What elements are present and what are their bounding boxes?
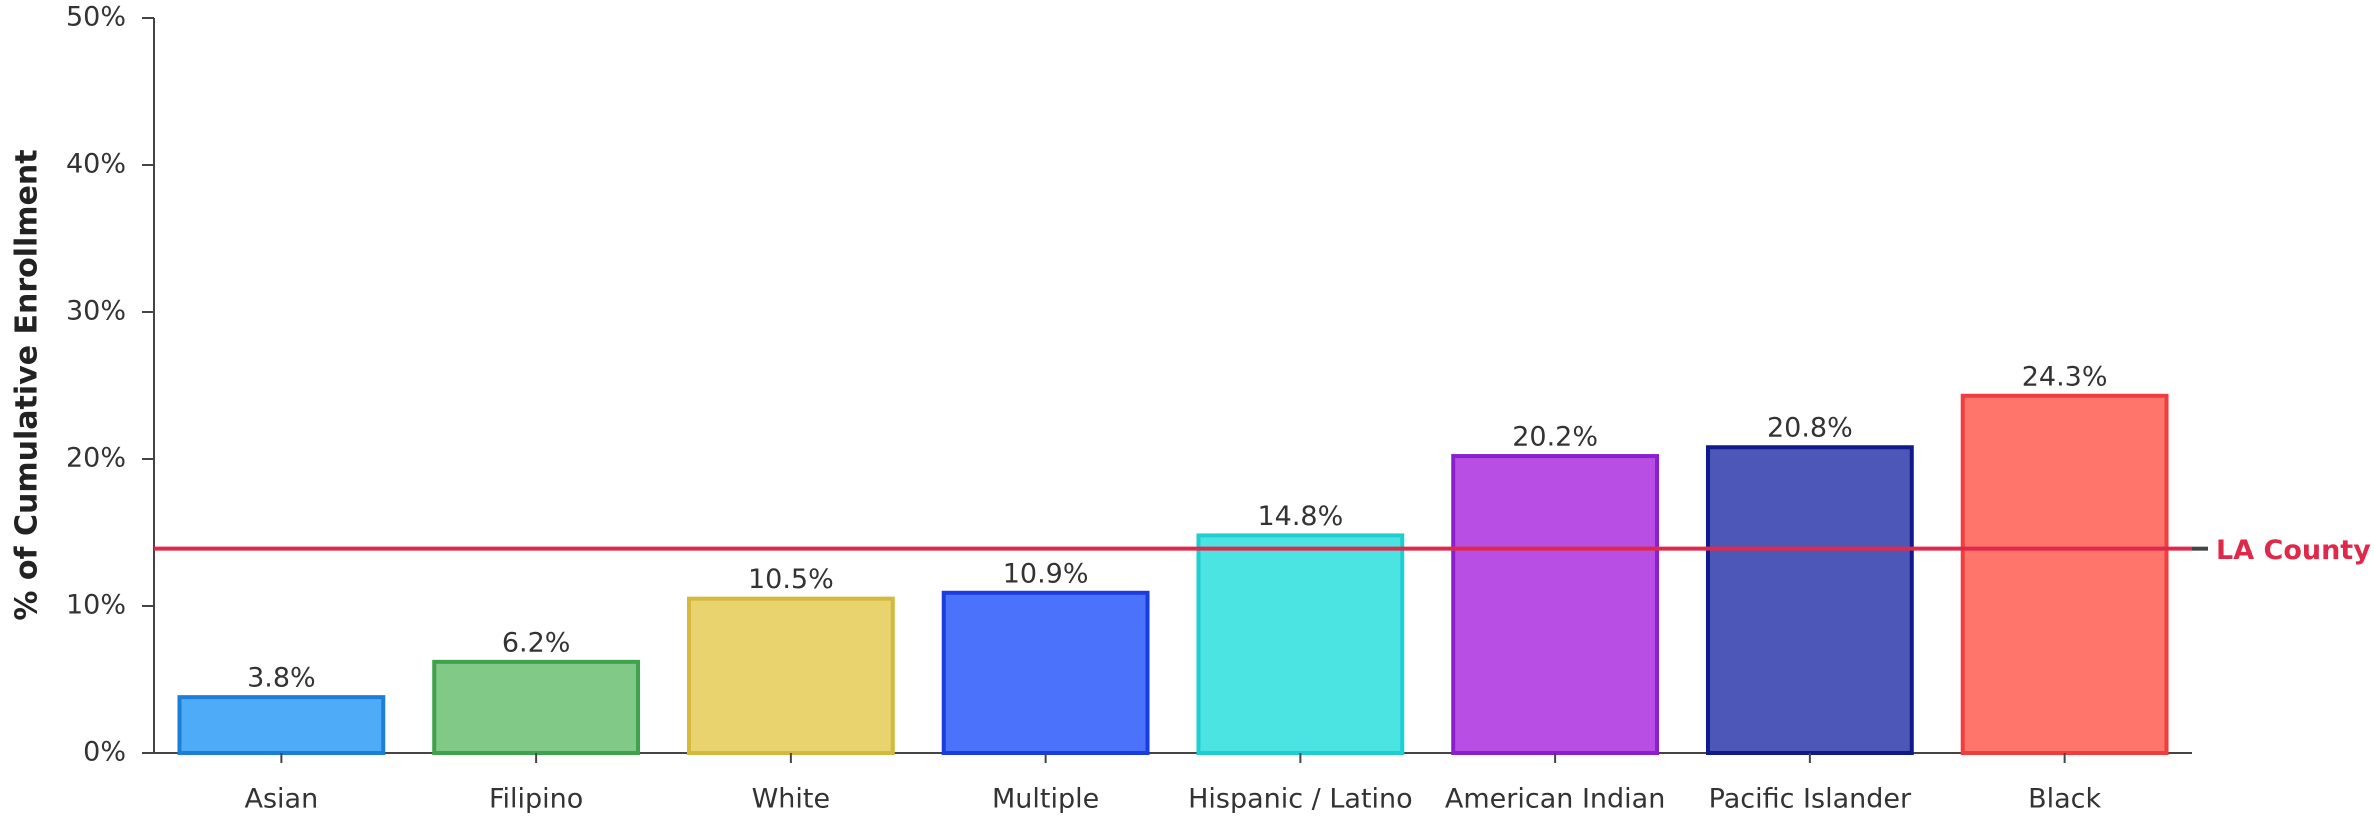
y-tick-label: 50% xyxy=(66,2,126,33)
bar xyxy=(432,659,641,755)
bar xyxy=(686,596,895,756)
bar xyxy=(1960,393,2169,755)
x-tick-label: Pacific Islander xyxy=(1709,784,1912,815)
value-label: 6.2% xyxy=(502,627,571,658)
bar xyxy=(1451,454,1660,755)
bar xyxy=(1196,533,1405,755)
y-tick-label: 10% xyxy=(66,590,126,621)
x-tick-label: Multiple xyxy=(992,784,1099,815)
value-label: 20.8% xyxy=(1767,413,1853,444)
y-axis-label: % of Cumulative Enrollment xyxy=(10,149,45,620)
y-tick-label: 0% xyxy=(83,737,126,768)
x-tick-label: Asian xyxy=(245,784,319,815)
bar xyxy=(941,590,1150,756)
bar xyxy=(1705,445,1914,755)
x-tick-label: Filipino xyxy=(489,784,583,815)
x-tick-label: Black xyxy=(2028,784,2101,815)
value-label: 10.5% xyxy=(748,564,834,595)
x-tick-label: Hispanic / Latino xyxy=(1188,784,1413,815)
y-tick-label: 40% xyxy=(66,149,126,180)
value-label: 24.3% xyxy=(2022,361,2108,392)
x-tick-label: White xyxy=(752,784,831,815)
value-label: 10.9% xyxy=(1003,558,1089,589)
value-label: 20.2% xyxy=(1512,422,1598,453)
value-label: 3.8% xyxy=(247,663,316,694)
reference-label: LA County xyxy=(2216,535,2371,566)
x-tick-label: American Indian xyxy=(1445,784,1665,815)
y-tick-label: 20% xyxy=(66,443,126,474)
value-label: 14.8% xyxy=(1257,501,1343,532)
bar xyxy=(177,695,386,756)
y-tick-label: 30% xyxy=(66,296,126,327)
